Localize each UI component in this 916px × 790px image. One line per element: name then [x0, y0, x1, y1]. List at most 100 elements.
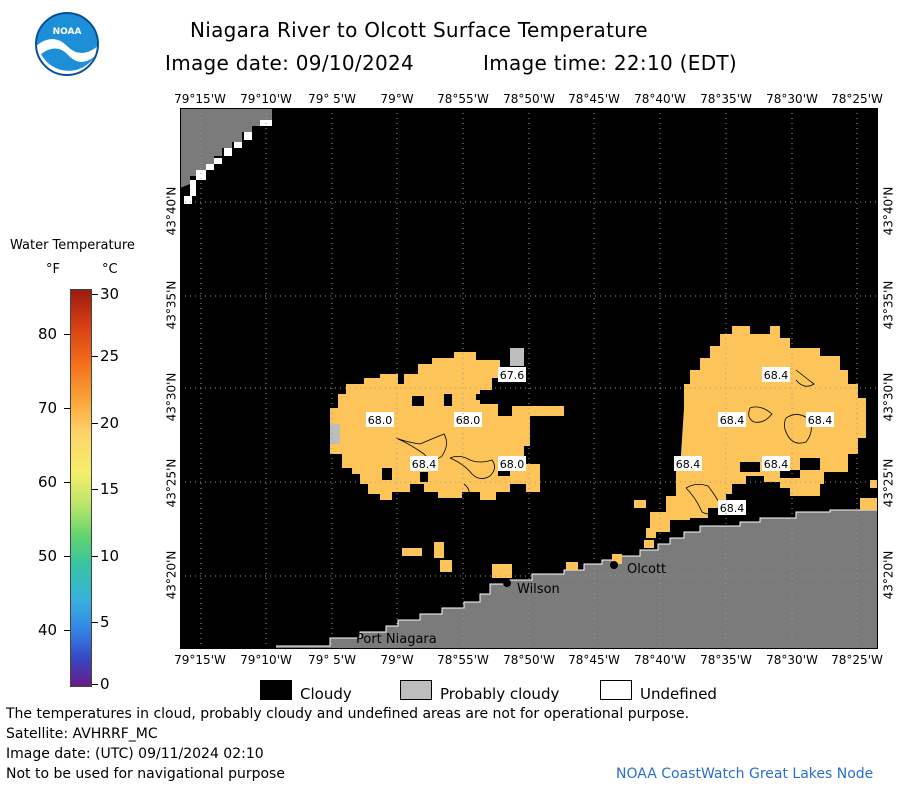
scale-tick-mark [64, 334, 70, 335]
temperature-label: 68.4 [676, 458, 701, 471]
scale-tick-f: 60 [38, 473, 58, 491]
temperature-label-bg [498, 367, 526, 382]
image-time-label: Image time: 22:10 (EDT) [483, 51, 738, 75]
latitude-label: 43°20'N [163, 550, 178, 600]
scale-tick-mark [64, 408, 70, 409]
footer-navigation: Not to be used for navigational purpose [6, 766, 285, 782]
scale-tick-f: 50 [38, 547, 58, 565]
latitude-label: 43°40'N [163, 186, 178, 236]
temperature-label: 68.0 [368, 414, 393, 427]
temperature-label: 68.4 [720, 502, 745, 515]
scale-unit-c: °C [102, 262, 118, 277]
footer-credit: NOAA CoastWatch Great Lakes Node [616, 766, 874, 782]
latitude-label: 43°35'N [163, 280, 178, 330]
longitude-label: 78°25'W [831, 653, 883, 667]
temperature-label-bg [410, 456, 438, 471]
temperature-label: 68.4 [764, 458, 789, 471]
longitude-label: 79° 5'W [308, 653, 356, 667]
temperature-color-bar [70, 289, 92, 687]
footer-utc-date: Image date: (UTC) 09/11/2024 02:10 [6, 746, 264, 762]
temperature-label: 68.0 [500, 458, 525, 471]
port-niagara-label: Port Niagara [356, 632, 437, 647]
scale-title: Water Temperature [10, 238, 135, 253]
olcott-marker [610, 561, 618, 569]
scale-tick-mark [92, 489, 98, 490]
scale-tick-f: 40 [38, 621, 58, 639]
temperature-label: 68.4 [808, 414, 833, 427]
probably-cloudy-patch [330, 424, 340, 444]
scale-tick-c: 10 [100, 547, 120, 565]
longitude-label: 78°30'W [766, 653, 818, 667]
scale-unit-f: °F [46, 262, 60, 277]
temperature-label: 67.6 [500, 369, 525, 382]
page-title: Niagara River to Olcott Surface Temperat… [190, 18, 648, 42]
temperature-label: 68.0 [456, 414, 481, 427]
scale-tick-mark [92, 622, 98, 623]
footer-disclaimer: The temperatures in cloud, probably clou… [6, 706, 690, 722]
temperature-label-bg [718, 412, 746, 427]
temperature-label-bg [674, 456, 702, 471]
legend-undefined-label: Undefined [640, 685, 717, 703]
scale-tick-mark [92, 423, 98, 424]
longitude-label: 79°W [380, 92, 414, 106]
longitude-label: 78°50'W [503, 653, 555, 667]
scale-tick-c: 5 [100, 613, 110, 631]
legend-cloudy-swatch [260, 680, 292, 700]
longitude-label: 78°40'W [634, 92, 686, 106]
temperature-label-bg [762, 456, 790, 471]
olcott-label: Olcott [627, 562, 666, 577]
longitude-label: 78°35'W [700, 92, 752, 106]
image-date-label: Image date: 09/10/2024 [165, 51, 415, 75]
cloud-holes-east [740, 458, 834, 484]
wilson-label: Wilson [517, 582, 560, 597]
latitude-label: 43°35'N [880, 280, 895, 330]
temperature-label: 68.4 [412, 458, 437, 471]
longitude-label: 78°25'W [831, 92, 883, 106]
longitude-label: 78°45'W [568, 653, 620, 667]
longitude-label: 78°55'W [437, 653, 489, 667]
water-patch-east [646, 326, 866, 538]
temperature-label: 68.4 [720, 414, 745, 427]
scale-tick-mark [92, 684, 98, 685]
cloud-holes-west [382, 394, 510, 482]
latitude-label: 43°20'N [880, 550, 895, 600]
temperature-label-bg [806, 412, 834, 427]
longitude-label: 78°30'W [766, 92, 818, 106]
latitude-label: 43°30'N [163, 372, 178, 422]
latitude-label: 43°25'N [163, 458, 178, 508]
longitude-label: 79°10'W [240, 92, 292, 106]
temperature-label-bg [762, 367, 790, 382]
legend-probably-cloudy-label: Probably cloudy [440, 685, 560, 703]
longitude-label: 79° 5'W [308, 92, 356, 106]
scale-tick-mark [92, 356, 98, 357]
footer-satellite: Satellite: AVHRRF_MC [6, 726, 158, 742]
longitude-label: 78°50'W [503, 92, 555, 106]
scale-tick-mark [92, 556, 98, 557]
legend-probably-cloudy-swatch [400, 680, 432, 700]
probably-cloudy-patch-north [510, 348, 524, 366]
longitude-label: 78°35'W [700, 653, 752, 667]
wilson-marker [503, 579, 511, 587]
temperature-label-bg [498, 456, 526, 471]
scale-tick-c: 15 [100, 480, 120, 498]
latitude-label: 43°30'N [880, 372, 895, 422]
graticule [180, 108, 878, 649]
scale-tick-f: 70 [38, 399, 58, 417]
scale-tick-c: 25 [100, 347, 120, 365]
latitude-label: 43°40'N [880, 186, 895, 236]
longitude-label: 79°15'W [174, 92, 226, 106]
scale-tick-mark [64, 482, 70, 483]
temperature-label-bg [454, 412, 482, 427]
longitude-label: 78°45'W [568, 92, 620, 106]
temperature-label-bg [366, 412, 394, 427]
scale-tick-c: 30 [100, 285, 120, 303]
latitude-label: 43°25'N [880, 458, 895, 508]
temperature-map: 67.6 68.0 68.0 68.4 68.0 68.4 68.4 68.4 68.4 68.4… [180, 108, 878, 649]
scale-tick-c: 20 [100, 414, 120, 432]
longitude-label: 78°40'W [634, 653, 686, 667]
temperature-label: 68.4 [764, 369, 789, 382]
map-border [180, 108, 878, 649]
scale-tick-f: 80 [38, 325, 58, 343]
temperature-labels: 67.6 68.0 68.0 68.4 68.0 68.4 68.4 68.4 68.4 68.4… [366, 367, 834, 515]
noaa-logo-text: NOAA [53, 27, 82, 37]
